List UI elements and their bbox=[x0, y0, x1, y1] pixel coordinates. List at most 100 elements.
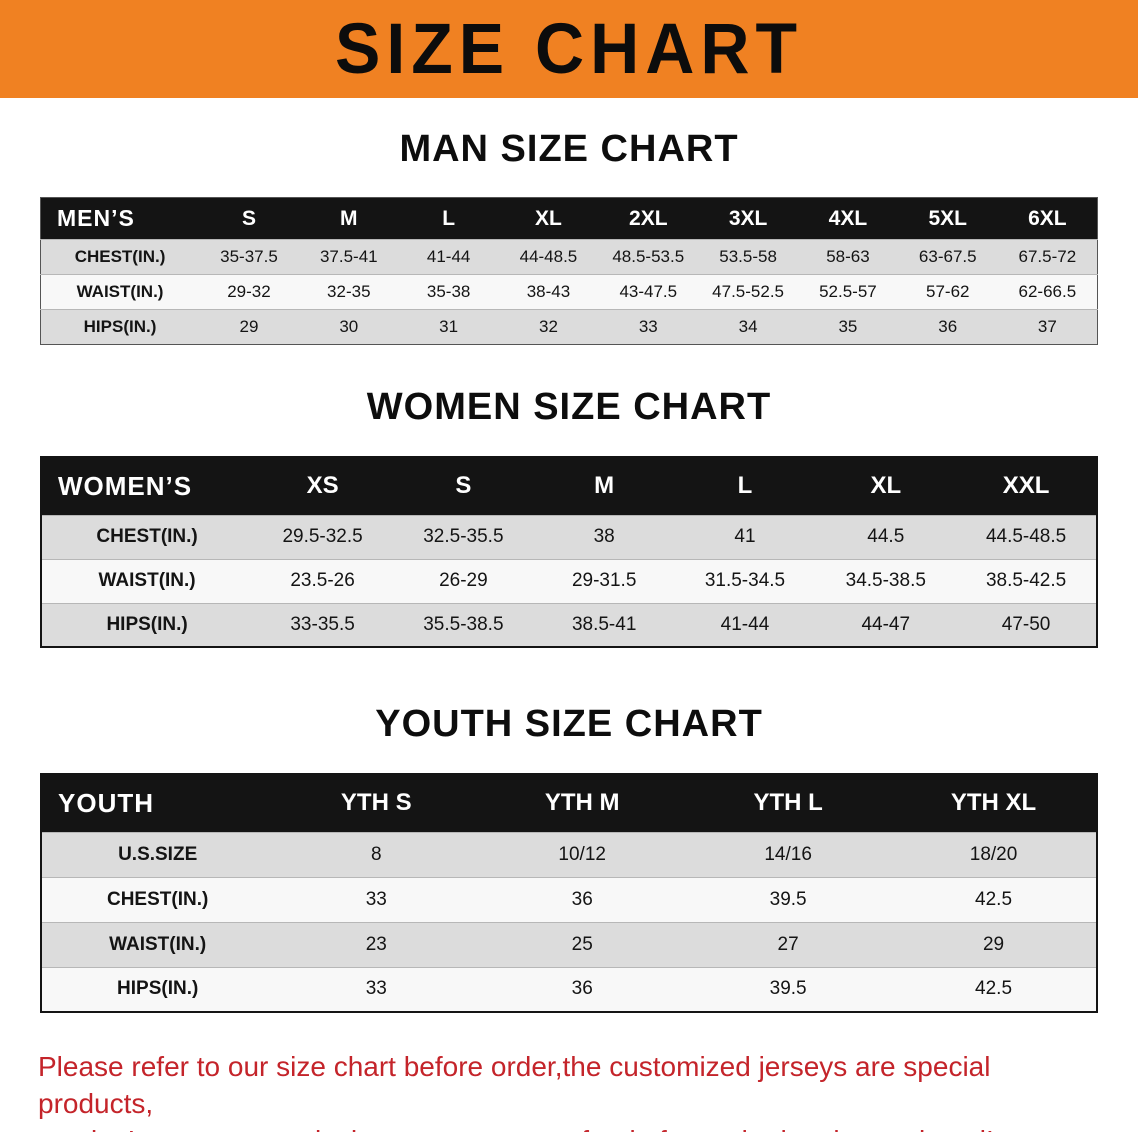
disclaimer-line-2: we don’t accept cancel, change, teturn o… bbox=[38, 1122, 1100, 1132]
men-row-label: CHEST(IN.) bbox=[40, 239, 200, 275]
men-measure-cell: 53.5-58 bbox=[698, 239, 799, 275]
women-size-column-header: M bbox=[533, 457, 675, 515]
women-measure-cell: 26-29 bbox=[392, 558, 534, 603]
men-section-heading: MAN SIZE CHART bbox=[399, 128, 739, 170]
women-measure-cell: 23.5-26 bbox=[252, 558, 393, 603]
men-table-row: HIPS(IN.) 29 30 31 32 33 34 35 36 37 bbox=[40, 309, 1098, 345]
women-section-heading: WOMEN SIZE CHART bbox=[366, 386, 772, 428]
men-size-column-header: XL bbox=[498, 197, 599, 240]
youth-size-column-header: YTH L bbox=[685, 774, 892, 832]
women-row-label: WAIST(IN.) bbox=[41, 558, 253, 603]
men-measure-cell: 29 bbox=[199, 309, 299, 345]
men-measure-cell: 62-66.5 bbox=[997, 274, 1098, 310]
women-size-column-header: XS bbox=[252, 457, 393, 515]
men-size-column-header: L bbox=[398, 197, 499, 240]
youth-size-column-header: YTH S bbox=[273, 774, 480, 832]
men-row-label: HIPS(IN.) bbox=[40, 309, 200, 345]
youth-measure-cell: 14/16 bbox=[685, 831, 892, 877]
youth-measure-cell: 36 bbox=[479, 876, 686, 922]
youth-row-label: U.S.SIZE bbox=[41, 831, 274, 877]
women-measure-cell: 44-47 bbox=[815, 602, 957, 647]
men-size-column-header: 2XL bbox=[598, 197, 699, 240]
youth-measure-cell: 36 bbox=[479, 966, 686, 1012]
youth-measure-cell: 39.5 bbox=[685, 876, 892, 922]
youth-table-row: HIPS(IN.) 33 36 39.5 42.5 bbox=[41, 966, 1097, 1012]
men-measure-cell: 41-44 bbox=[398, 239, 499, 275]
youth-row-label: CHEST(IN.) bbox=[41, 876, 274, 922]
youth-section-heading: YOUTH SIZE CHART bbox=[375, 703, 763, 745]
women-measure-cell: 47-50 bbox=[956, 602, 1097, 647]
men-size-column-header: 5XL bbox=[897, 197, 998, 240]
men-measure-cell: 58-63 bbox=[798, 239, 898, 275]
men-measure-cell: 35-38 bbox=[398, 274, 499, 310]
youth-measure-cell: 27 bbox=[685, 921, 892, 967]
men-size-column-header: 3XL bbox=[698, 197, 799, 240]
women-table-row: CHEST(IN.) 29.5-32.5 32.5-35.5 38 41 44.5 44.5… bbox=[41, 514, 1097, 559]
youth-measure-cell: 25 bbox=[479, 921, 686, 967]
men-table-row: WAIST(IN.) 29-32 32-35 35-38 38-43 43-47.5 47.… bbox=[40, 274, 1098, 310]
men-measure-cell: 29-32 bbox=[199, 274, 299, 310]
section-men: MAN SIZE CHART MEN’S S M L XL 2XL 3XL 4XL 5XL 6XL C… bbox=[0, 128, 1138, 345]
men-measure-cell: 48.5-53.5 bbox=[598, 239, 699, 275]
women-row-label: CHEST(IN.) bbox=[41, 514, 253, 559]
men-measure-cell: 38-43 bbox=[498, 274, 599, 310]
youth-size-column-header: YTH XL bbox=[891, 774, 1097, 832]
women-measure-cell: 32.5-35.5 bbox=[392, 514, 534, 559]
men-header-row: MEN’S S M L XL 2XL 3XL 4XL 5XL 6XL bbox=[40, 197, 1098, 240]
youth-size-column-header: YTH M bbox=[479, 774, 686, 832]
women-measure-cell: 38.5-41 bbox=[533, 602, 675, 647]
women-measure-cell: 44.5-48.5 bbox=[956, 514, 1097, 559]
men-measure-cell: 43-47.5 bbox=[598, 274, 699, 310]
women-measure-cell: 41 bbox=[674, 514, 816, 559]
youth-table-row: CHEST(IN.) 33 36 39.5 42.5 bbox=[41, 876, 1097, 922]
men-measure-cell: 67.5-72 bbox=[997, 239, 1098, 275]
section-youth: YOUTH SIZE CHART YOUTH YTH S YTH M YTH L YTH … bbox=[0, 703, 1138, 1013]
men-measure-cell: 31 bbox=[398, 309, 499, 345]
women-group-label: WOMEN’S bbox=[41, 457, 253, 515]
men-measure-cell: 35-37.5 bbox=[199, 239, 299, 275]
men-measure-cell: 30 bbox=[298, 309, 399, 345]
disclaimer: Please refer to our size chart before or… bbox=[0, 1048, 1138, 1132]
section-women: WOMEN SIZE CHART WOMEN’S XS S M L XL XXL CHEST(I… bbox=[0, 386, 1138, 648]
youth-measure-cell: 23 bbox=[273, 921, 480, 967]
youth-table-row: U.S.SIZE 8 10/12 14/16 18/20 bbox=[41, 831, 1097, 877]
disclaimer-line-1: Please refer to our size chart before or… bbox=[38, 1051, 991, 1119]
page-title: SIZE CHART bbox=[335, 9, 803, 89]
youth-measure-cell: 42.5 bbox=[891, 876, 1097, 922]
women-measure-cell: 44.5 bbox=[815, 514, 957, 559]
women-measure-cell: 41-44 bbox=[674, 602, 816, 647]
men-size-column-header: M bbox=[298, 197, 399, 240]
women-header-row: WOMEN’S XS S M L XL XXL bbox=[41, 457, 1097, 515]
women-table-row: HIPS(IN.) 33-35.5 35.5-38.5 38.5-41 41-44 44-… bbox=[41, 602, 1097, 647]
women-size-column-header: L bbox=[674, 457, 816, 515]
youth-measure-cell: 33 bbox=[273, 876, 480, 922]
youth-size-table: YOUTH YTH S YTH M YTH L YTH XL U.S.SIZE 8 10/12… bbox=[40, 773, 1098, 1013]
women-size-column-header: XL bbox=[815, 457, 957, 515]
men-group-label: MEN’S bbox=[40, 197, 200, 240]
youth-measure-cell: 29 bbox=[891, 921, 1097, 967]
men-measure-cell: 63-67.5 bbox=[897, 239, 998, 275]
men-measure-cell: 57-62 bbox=[897, 274, 998, 310]
banner: SIZE CHART bbox=[0, 0, 1138, 98]
women-table-row: WAIST(IN.) 23.5-26 26-29 29-31.5 31.5-34.5 34… bbox=[41, 558, 1097, 603]
women-size-column-header: S bbox=[392, 457, 534, 515]
women-measure-cell: 29.5-32.5 bbox=[252, 514, 393, 559]
youth-measure-cell: 10/12 bbox=[479, 831, 686, 877]
youth-measure-cell: 39.5 bbox=[685, 966, 892, 1012]
women-measure-cell: 38 bbox=[533, 514, 675, 559]
men-size-column-header: 6XL bbox=[997, 197, 1098, 240]
women-measure-cell: 35.5-38.5 bbox=[392, 602, 534, 647]
women-measure-cell: 34.5-38.5 bbox=[815, 558, 957, 603]
women-size-table: WOMEN’S XS S M L XL XXL CHEST(IN.) 29.5-32.5 32.5… bbox=[40, 456, 1098, 648]
men-size-table: MEN’S S M L XL 2XL 3XL 4XL 5XL 6XL CHEST(IN.) 35-37… bbox=[40, 197, 1098, 345]
men-table-row: CHEST(IN.) 35-37.5 37.5-41 41-44 44-48.5 48.5… bbox=[40, 239, 1098, 275]
youth-table-row: WAIST(IN.) 23 25 27 29 bbox=[41, 921, 1097, 967]
youth-measure-cell: 18/20 bbox=[891, 831, 1097, 877]
men-measure-cell: 37 bbox=[997, 309, 1098, 345]
women-measure-cell: 31.5-34.5 bbox=[674, 558, 816, 603]
men-measure-cell: 33 bbox=[598, 309, 699, 345]
youth-measure-cell: 33 bbox=[273, 966, 480, 1012]
women-row-label: HIPS(IN.) bbox=[41, 602, 253, 647]
men-measure-cell: 47.5-52.5 bbox=[698, 274, 799, 310]
